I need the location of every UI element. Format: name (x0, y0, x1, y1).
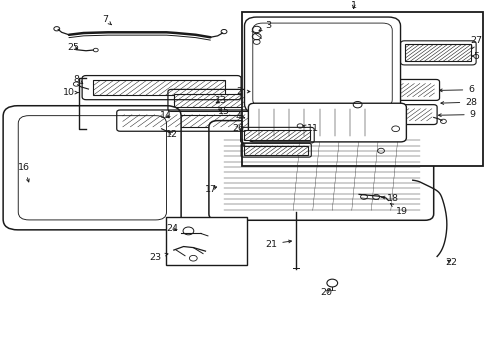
Bar (244, 130, 310, 140)
FancyBboxPatch shape (208, 121, 433, 220)
Text: 4: 4 (235, 112, 244, 121)
FancyBboxPatch shape (244, 17, 400, 113)
Text: 3: 3 (259, 21, 270, 31)
Bar (122, 114, 288, 127)
Text: 24: 24 (166, 224, 178, 233)
Text: 10: 10 (63, 88, 78, 97)
Bar (166, 217, 246, 265)
Text: 28: 28 (440, 98, 476, 107)
Text: 12: 12 (166, 130, 178, 139)
Text: 6: 6 (439, 85, 473, 94)
Text: 2: 2 (236, 87, 249, 96)
Text: 26: 26 (232, 124, 244, 147)
Text: 23: 23 (149, 253, 167, 262)
Text: 14: 14 (159, 111, 171, 120)
Text: 9: 9 (438, 110, 475, 119)
Bar (244, 146, 307, 155)
Bar (173, 94, 273, 108)
Text: 27: 27 (469, 36, 481, 49)
Text: 22: 22 (445, 258, 457, 267)
Bar (351, 84, 434, 97)
Text: 15: 15 (218, 107, 229, 116)
Bar (405, 44, 470, 62)
FancyBboxPatch shape (3, 106, 181, 230)
Text: 5: 5 (471, 51, 478, 60)
Text: 16: 16 (18, 163, 30, 182)
Text: 25: 25 (67, 43, 79, 52)
Text: 19: 19 (389, 204, 407, 216)
FancyBboxPatch shape (248, 103, 406, 142)
Text: 1: 1 (350, 1, 356, 10)
Text: 7: 7 (102, 15, 111, 25)
Text: 18: 18 (381, 194, 398, 203)
Text: 20: 20 (320, 288, 332, 297)
Text: 13: 13 (215, 96, 227, 105)
Text: 11: 11 (303, 124, 318, 133)
Text: 21: 21 (265, 239, 291, 248)
Text: 8: 8 (73, 75, 82, 84)
Bar (93, 80, 224, 95)
Bar (351, 109, 431, 121)
Text: 17: 17 (205, 185, 217, 194)
Bar (242, 12, 483, 166)
